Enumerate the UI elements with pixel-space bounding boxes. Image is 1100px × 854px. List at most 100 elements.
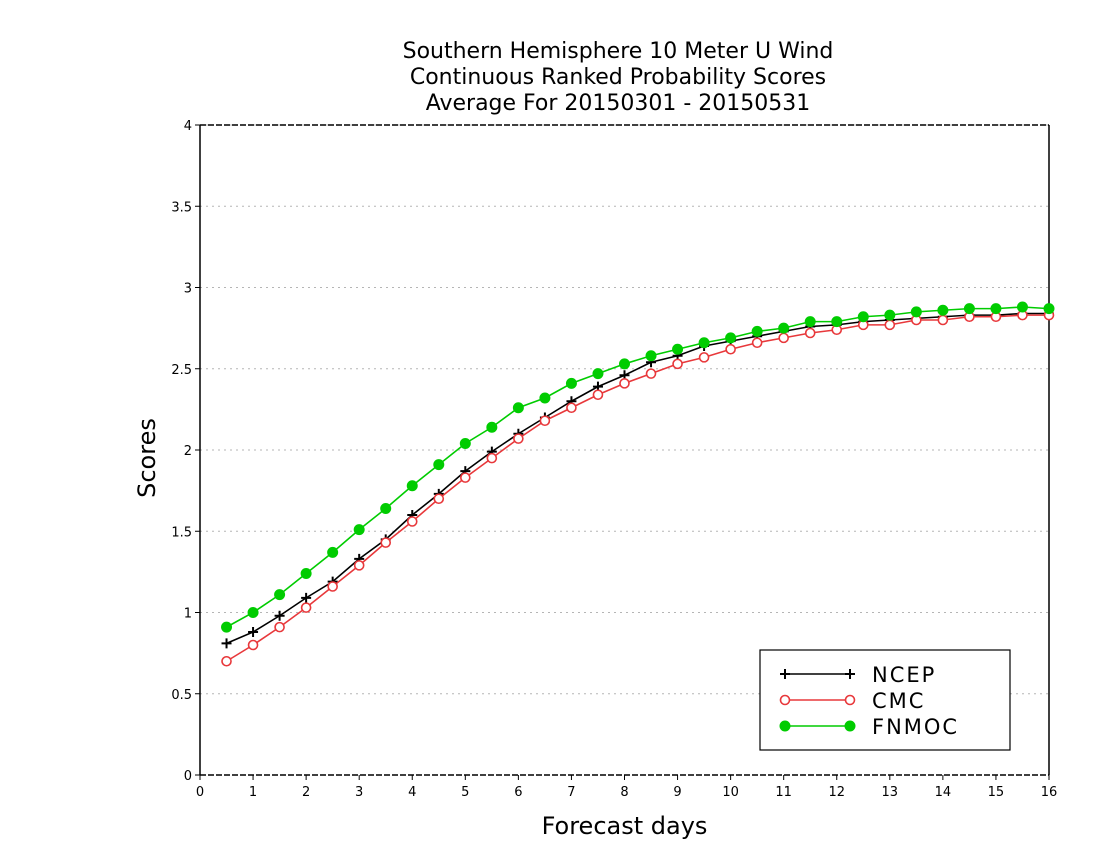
point-cmc-12 (539, 415, 551, 427)
point-fnmoc-4 (327, 546, 339, 558)
point-cmc-22 (804, 327, 816, 339)
point-cmc-10 (486, 452, 498, 464)
legend-marker-end-ncep (845, 669, 855, 679)
point-fnmoc-9 (459, 438, 471, 449)
point-fnmoc-6 (380, 503, 392, 514)
y-tick-label-8: 4 (184, 119, 192, 134)
y-tick-label-3: 1.5 (171, 525, 192, 540)
x-tick-label-4: 4 (408, 785, 416, 800)
point-cmc-4 (327, 581, 338, 592)
series-line-ncep (226, 312, 1049, 645)
legend-label-ncep: NCEP (872, 663, 936, 687)
point-fnmoc-8 (433, 459, 445, 471)
point-fnmoc-30 (1016, 301, 1028, 313)
point-cmc-25 (884, 319, 896, 331)
x-tick-label-16: 16 (1041, 785, 1058, 800)
y-tick-label-5: 2.5 (171, 363, 192, 378)
point-cmc-6 (380, 537, 392, 548)
point-fnmoc-26 (910, 306, 922, 318)
series-cmc (221, 309, 1055, 667)
point-fnmoc-29 (990, 303, 1002, 315)
x-tick-label-12: 12 (828, 785, 845, 800)
point-fnmoc-16 (645, 350, 657, 362)
legend-label-cmc: CMC (872, 689, 925, 713)
point-ncep-0 (221, 638, 232, 649)
point-fnmoc-19 (725, 332, 737, 344)
point-fnmoc-14 (592, 368, 604, 380)
point-ncep-1 (248, 627, 259, 637)
y-tick-label-6: 3 (184, 282, 192, 297)
point-cmc-18 (698, 352, 710, 363)
point-fnmoc-0 (221, 621, 233, 633)
series-fnmoc (221, 301, 1055, 633)
legend-box (759, 649, 1011, 751)
point-ncep-2 (274, 610, 285, 621)
x-tick-label-15: 15 (988, 785, 1005, 800)
chart-title-line-1: Southern Hemisphere 10 Meter U Wind (403, 39, 834, 64)
legend-marker-start-cmc (779, 694, 791, 706)
point-cmc-2 (274, 621, 285, 633)
legend-marker-end-fnmoc (844, 720, 856, 732)
y-tick-label-1: 0.5 (171, 688, 192, 703)
point-cmc-14 (592, 389, 604, 401)
point-fnmoc-3 (300, 568, 312, 579)
point-cmc-3 (300, 602, 312, 613)
series-line-fnmoc (226, 306, 1050, 628)
point-cmc-27 (937, 314, 949, 326)
y-tick-label-0: 0 (184, 769, 192, 784)
point-cmc-9 (460, 472, 471, 483)
point-fnmoc-28 (963, 303, 975, 315)
point-fnmoc-23 (831, 316, 843, 328)
point-cmc-17 (672, 358, 683, 370)
point-ncep-3 (301, 592, 312, 603)
y-tick-label-7: 3.5 (171, 200, 192, 215)
point-fnmoc-2 (274, 589, 286, 601)
series-line-cmc (226, 314, 1049, 662)
x-tick-label-2: 2 (302, 785, 310, 800)
point-fnmoc-31 (1043, 303, 1055, 315)
chart-title-line-2: Continuous Ranked Probability Scores (410, 65, 826, 90)
point-fnmoc-11 (512, 402, 524, 414)
x-tick-label-5: 5 (461, 785, 469, 800)
point-cmc-15 (619, 378, 630, 389)
point-fnmoc-24 (857, 311, 869, 323)
point-fnmoc-5 (353, 524, 365, 536)
point-fnmoc-7 (406, 480, 418, 492)
x-axis-label: Forecast days (542, 812, 708, 840)
point-fnmoc-21 (778, 322, 790, 334)
x-tick-label-14: 14 (935, 785, 952, 800)
point-fnmoc-17 (672, 343, 684, 355)
legend-marker-end-cmc (844, 694, 856, 706)
point-fnmoc-10 (486, 421, 498, 433)
point-cmc-5 (353, 560, 365, 571)
chart-title-line-3: Average For 20150301 - 20150531 (426, 91, 811, 116)
x-tick-label-1: 1 (249, 785, 257, 800)
x-tick-label-10: 10 (722, 785, 739, 800)
point-cmc-11 (513, 433, 524, 444)
point-cmc-8 (433, 493, 445, 505)
point-fnmoc-15 (619, 358, 630, 370)
point-cmc-13 (566, 402, 577, 414)
point-fnmoc-12 (539, 392, 551, 404)
y-tick-label-4: 2 (184, 444, 192, 459)
point-cmc-0 (221, 655, 232, 667)
point-cmc-21 (778, 332, 789, 344)
legend-label-fnmoc: FNMOC (872, 715, 959, 739)
x-tick-label-13: 13 (882, 785, 899, 800)
point-cmc-1 (247, 639, 259, 651)
x-tick-label-8: 8 (620, 785, 628, 800)
x-tick-label-0: 0 (196, 785, 204, 800)
point-fnmoc-25 (884, 309, 896, 321)
y-tick-label-2: 1 (184, 607, 192, 622)
point-cmc-16 (645, 368, 657, 379)
legend-marker-start-fnmoc (779, 720, 791, 732)
x-tick-label-7: 7 (567, 785, 575, 800)
point-fnmoc-1 (247, 607, 259, 618)
point-fnmoc-13 (565, 377, 577, 389)
point-fnmoc-27 (937, 304, 949, 316)
point-cmc-7 (406, 516, 418, 527)
y-axis-label: Scores (133, 418, 161, 498)
